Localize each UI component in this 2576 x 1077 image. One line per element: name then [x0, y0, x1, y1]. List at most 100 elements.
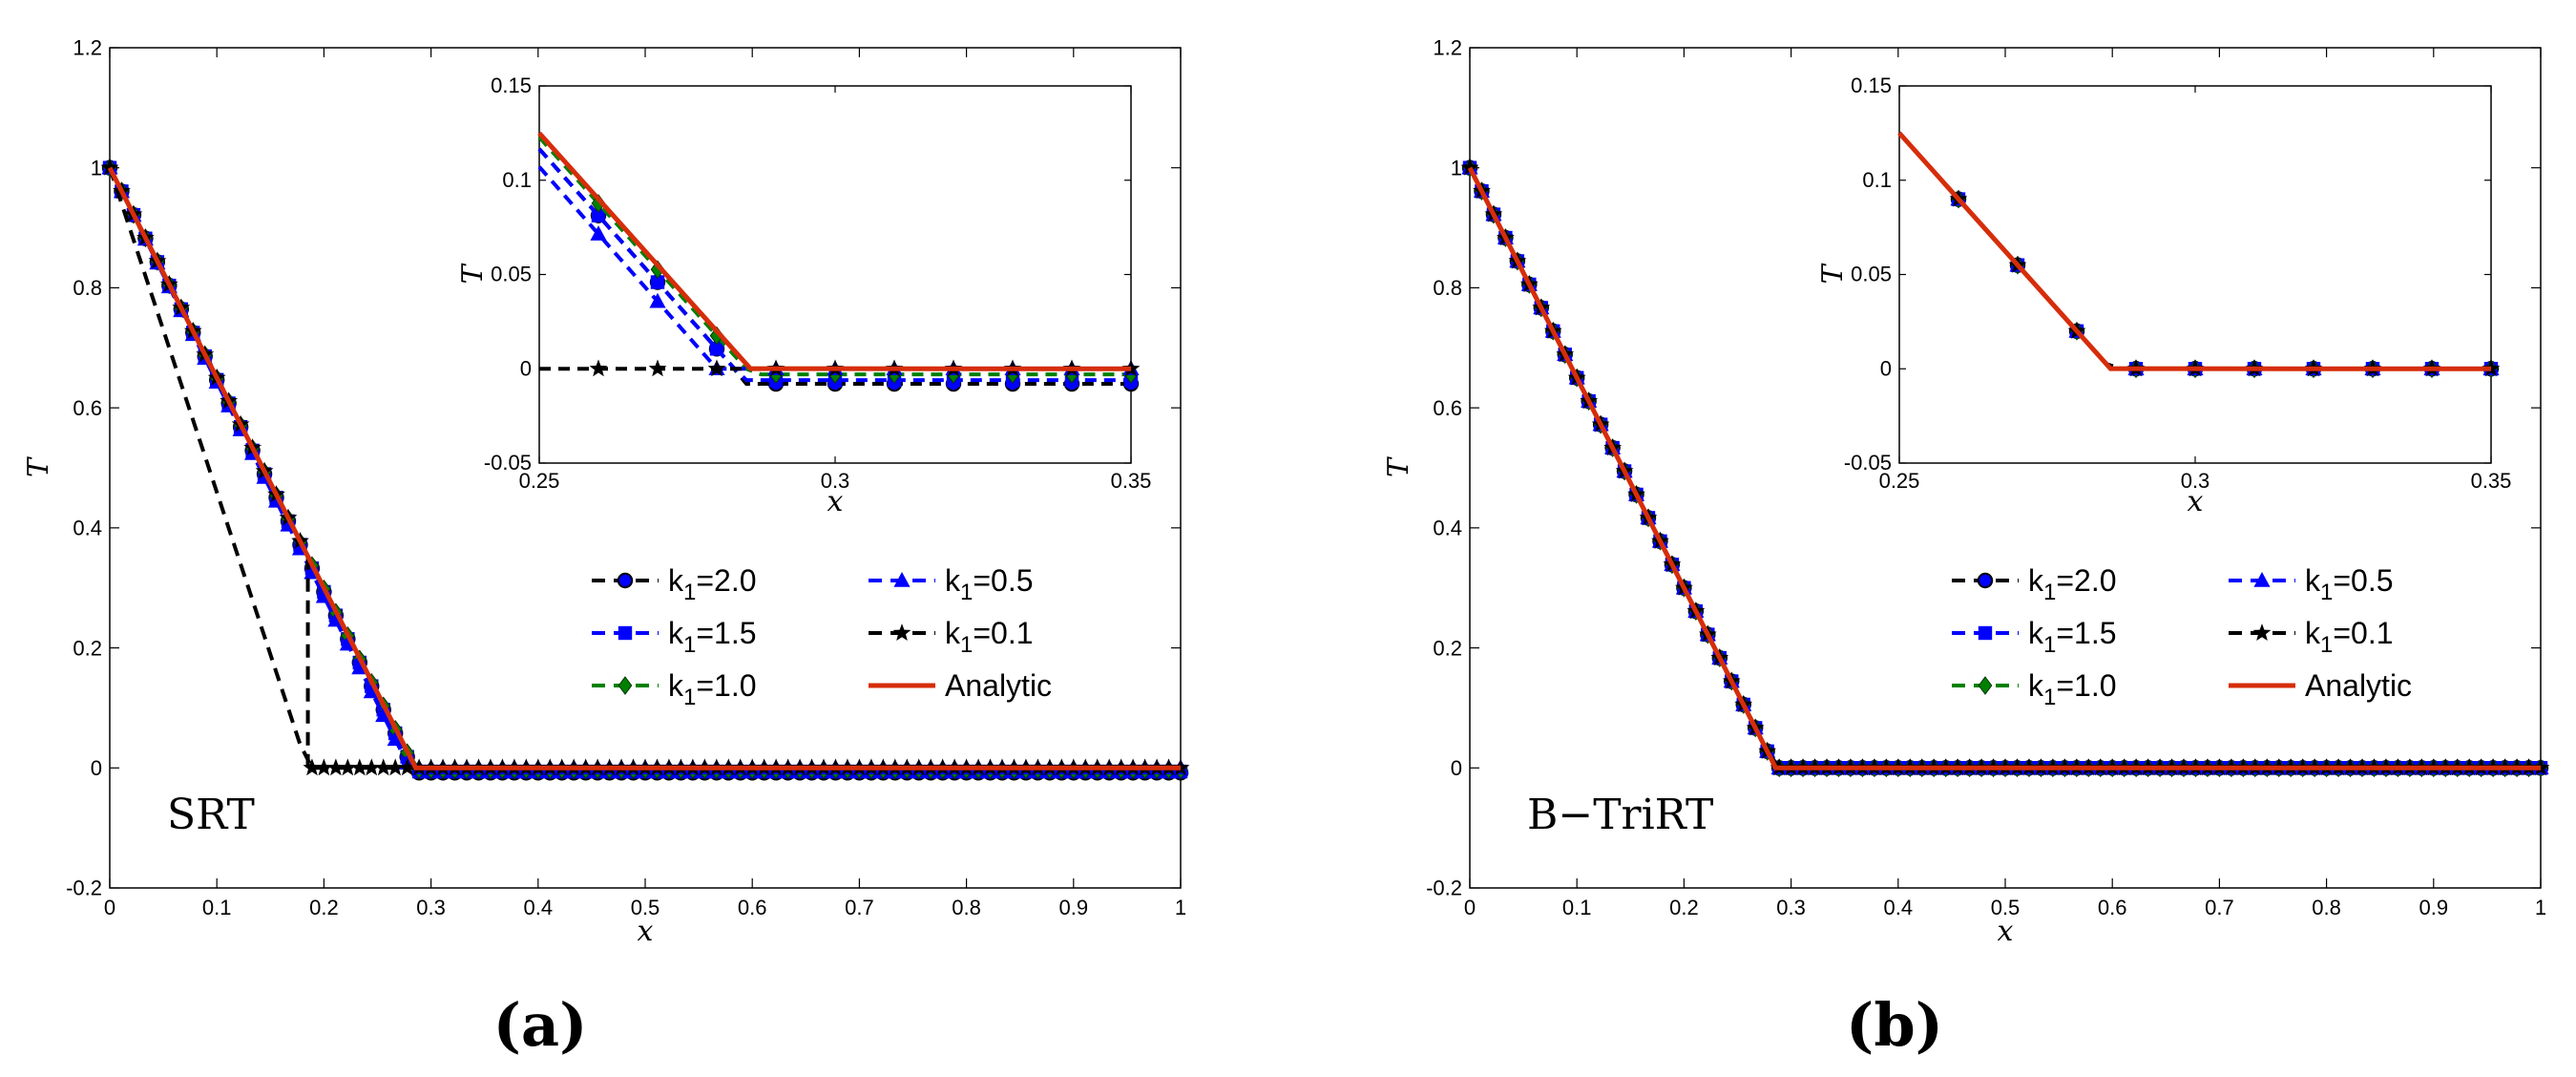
inset-a-ytick-label: 0.05	[491, 263, 532, 286]
main-a-series-3-marker	[375, 707, 392, 723]
legend-a-label: k1=2.0	[668, 563, 757, 605]
main-a-series-4-marker	[100, 158, 119, 176]
main-a-xtick-label: 1	[1175, 896, 1186, 919]
inset-b-ylabel: T	[1816, 264, 1850, 285]
inset-b-ytick-label: 0.05	[1851, 263, 1892, 286]
legend-b-label: k1=0.5	[2305, 563, 2394, 605]
legend-a-swatch-marker	[618, 625, 633, 641]
main-a-xtick-label: 0.1	[202, 896, 232, 919]
main-a-xlabel: x	[638, 915, 654, 948]
main-b-series-4-marker	[1460, 158, 1479, 176]
main-a-xtick-label: 0.9	[1059, 896, 1089, 919]
legend-a-swatch-marker	[892, 623, 911, 641]
main-a-series-4-marker	[386, 758, 405, 776]
chart-a: 0 0.1 0.2 0.3 0.4 0.5 0.6 0.7 0.8 0.9 1-0.200.20.4…	[22, 36, 1190, 948]
inset-a-series-4-marker	[589, 359, 608, 377]
main-b-xtick-label: 0.6	[2098, 896, 2127, 919]
main-a-series-4-marker	[315, 758, 333, 776]
inset-a-ytick-label: 0	[520, 356, 532, 380]
inset-a-ytick-label: 0.15	[491, 74, 532, 97]
main-a-series-4-marker	[303, 758, 322, 776]
main-a-series-4-marker	[362, 758, 381, 776]
main-b-xtick-label: 0.7	[2205, 896, 2234, 919]
main-a-xtick-label: 0.5	[631, 896, 660, 919]
main-a-ytick-label: 0.6	[73, 396, 102, 420]
inset-a-series-4-marker	[648, 359, 667, 377]
main-a-series-4-marker	[374, 758, 393, 776]
main-b-ylabel: T	[1382, 456, 1415, 477]
inset-a-xtick-label: 0.35	[1111, 469, 1152, 493]
legend-b-swatch-marker	[2252, 623, 2272, 641]
inset-b-ytick-label: 0	[1880, 356, 1892, 380]
inset-a-series-3-marker	[590, 225, 607, 241]
legend-b-label: k1=2.0	[2028, 563, 2117, 605]
inset-a-frame	[538, 85, 1132, 464]
main-a-ytick-label: 0.2	[73, 636, 102, 660]
inset-a-xtick-label: 0.3	[821, 469, 850, 493]
main-b-xtick-label: 0.2	[1669, 896, 1699, 919]
legend-a-swatch-marker	[617, 572, 634, 589]
main-a-series-4-marker	[398, 758, 417, 776]
inset-a-series-3-marker	[649, 292, 666, 308]
main-a-ytick-label: 0.8	[73, 276, 102, 300]
main-a-series-4-marker	[326, 758, 346, 776]
inset-b-ytick-label: 0.15	[1851, 74, 1892, 97]
main-b-ytick-label: 0.6	[1433, 396, 1462, 420]
inset-a-analytic-line	[537, 131, 1132, 371]
main-a-ytick-label: 0	[91, 756, 102, 780]
inset-b-xtick-label: 0.25	[1879, 469, 1920, 493]
main-a-analytic-line	[107, 166, 1181, 771]
legend-b-swatch-marker	[1977, 572, 1994, 589]
main-a-ytick-label: 1	[91, 156, 102, 180]
caption-b: (b)	[1846, 990, 1943, 1060]
legend-b-swatch-marker	[1978, 676, 1993, 695]
legend-a-label: k1=0.5	[945, 563, 1034, 605]
inset-a-series-2-line	[537, 136, 1131, 377]
main-a-ytick-label: 1.2	[73, 36, 102, 60]
inset-a-series-1-marker	[650, 275, 665, 289]
main-a-xtick-label: 0.8	[952, 896, 981, 919]
legend-a-label: k1=1.0	[668, 668, 757, 710]
legend-a-label: k1=1.5	[668, 616, 757, 658]
inset-b-xlabel: x	[2188, 485, 2204, 518]
main-a-xtick-label: 0.3	[416, 896, 446, 919]
main-b-ytick-label: 0.8	[1433, 276, 1462, 300]
inset-b-xtick-label: 0.3	[2181, 469, 2210, 493]
main-b-ytick-label: 0.2	[1433, 636, 1462, 660]
legend-a-swatch-marker	[618, 676, 633, 695]
main-b-ytick-label: 0	[1451, 756, 1462, 780]
inset-a-ytick-label: -0.05	[484, 451, 532, 475]
inset-a-xlabel: x	[827, 485, 844, 518]
inset-b-analytic-line	[1897, 131, 2492, 371]
main-a-ytick-label: -0.2	[66, 876, 102, 900]
inset-a-ytick-label: 0.1	[502, 168, 532, 192]
main-b-xtick-label: 0.3	[1776, 896, 1806, 919]
inset-b-ytick-label: -0.05	[1844, 451, 1892, 475]
inset-a-xtick-label: 0.25	[519, 469, 560, 493]
main-a-ytick-label: 0.4	[73, 517, 102, 540]
main-b-xtick-label: 0.4	[1884, 896, 1914, 919]
legend-a-swatch-marker	[893, 572, 911, 587]
main-a-xtick-label: 0.7	[845, 896, 874, 919]
legend-b-label: Analytic	[2305, 668, 2412, 703]
main-a-xtick-label: 0.6	[738, 896, 767, 919]
main-b-xtick-label: 0	[1464, 896, 1476, 919]
main-b-xtick-label: 1	[2535, 896, 2546, 919]
legend-a-label: Analytic	[945, 668, 1052, 703]
legend-b-label: k1=1.0	[2028, 668, 2117, 710]
main-a-panel-label: SRT	[167, 791, 255, 839]
legend-a-label: k1=0.1	[945, 616, 1034, 658]
main-a-xtick-label: 0	[104, 896, 115, 919]
main-b-xlabel: x	[1998, 915, 2014, 948]
main-a-series-4-marker	[338, 758, 357, 776]
main-b-ytick-label: 0.4	[1433, 517, 1462, 540]
inset-a-ylabel: T	[456, 264, 490, 285]
legend-b-label: k1=0.1	[2305, 616, 2394, 658]
main-b-xtick-label: 0.8	[2312, 896, 2341, 919]
main-b-ytick-label: -0.2	[1426, 876, 1462, 900]
main-a-series-3-marker	[387, 730, 404, 747]
main-b-xtick-label: 0.1	[1562, 896, 1592, 919]
main-a-xtick-label: 0.4	[524, 896, 554, 919]
caption-a: (a)	[493, 990, 588, 1060]
